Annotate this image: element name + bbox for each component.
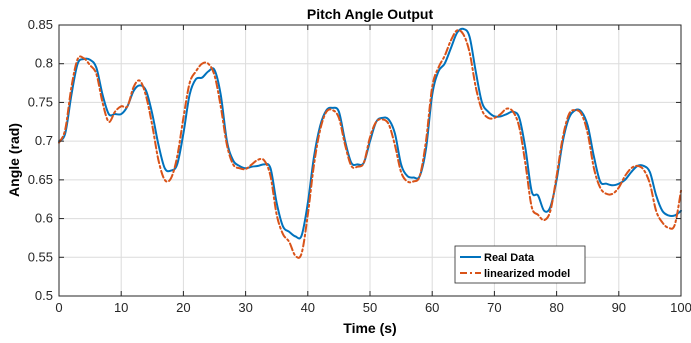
x-tick-label: 20 bbox=[176, 300, 190, 315]
x-tick-label: 30 bbox=[238, 300, 252, 315]
x-tick-label: 100 bbox=[670, 300, 691, 315]
series-linearized-model-line bbox=[58, 29, 682, 259]
x-tick-label: 80 bbox=[549, 300, 563, 315]
y-tick-label: 0.75 bbox=[28, 94, 53, 109]
legend-label-real-data: Real Data bbox=[484, 252, 535, 264]
x-tick-label: 90 bbox=[612, 300, 626, 315]
y-axis-label: Angle (rad) bbox=[6, 123, 22, 197]
x-axis-label: Time (s) bbox=[343, 320, 396, 336]
chart-title: Pitch Angle Output bbox=[307, 6, 434, 22]
y-tick-label: 0.6 bbox=[35, 211, 53, 226]
x-tick-label: 50 bbox=[363, 300, 377, 315]
x-tick-label: 0 bbox=[55, 300, 62, 315]
legend-label-linearized-model: linearized model bbox=[484, 268, 570, 280]
x-tick-label: 10 bbox=[114, 300, 128, 315]
x-tick-label: 60 bbox=[425, 300, 439, 315]
y-tick-label: 0.65 bbox=[28, 172, 53, 187]
y-tick-labels: 0.5 0.55 0.6 0.65 0.7 0.75 0.8 0.85 bbox=[28, 17, 53, 303]
tick-marks bbox=[58, 24, 682, 297]
y-tick-label: 0.55 bbox=[28, 249, 53, 264]
x-tick-labels: 0 10 20 30 40 50 60 70 80 90 100 bbox=[55, 300, 691, 315]
legend-box bbox=[454, 245, 586, 284]
y-tick-label: 0.5 bbox=[35, 288, 53, 303]
legend: Real Data linearized model bbox=[454, 245, 586, 284]
y-tick-label: 0.7 bbox=[35, 133, 53, 148]
y-tick-label: 0.8 bbox=[35, 56, 53, 71]
x-tick-label: 70 bbox=[487, 300, 501, 315]
series-layer bbox=[58, 27, 682, 259]
y-tick-label: 0.85 bbox=[28, 17, 53, 32]
x-tick-label: 40 bbox=[301, 300, 315, 315]
